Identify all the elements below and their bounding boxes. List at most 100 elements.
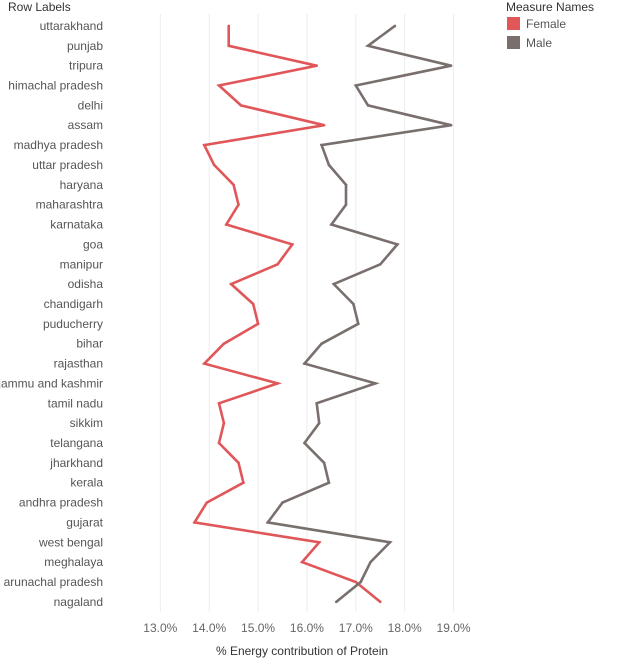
data-point [330, 223, 333, 226]
legend-swatch-female [507, 17, 520, 30]
row-label: jharkhand [49, 456, 103, 470]
data-point [303, 441, 306, 445]
x-axis-title: % Energy contribution of Protein [216, 644, 388, 658]
row-label: kerala [70, 476, 103, 490]
data-point [378, 600, 382, 604]
data-point [227, 24, 231, 28]
row-label: goa [83, 237, 103, 251]
row-label: madhya pradesh [14, 138, 103, 152]
row-label: assam [68, 118, 103, 132]
data-point [217, 401, 221, 405]
data-point [344, 183, 348, 187]
row-label: uttar pradesh [32, 158, 103, 172]
data-point [232, 183, 235, 187]
row-label: tamil nadu [48, 396, 103, 410]
data-point [317, 421, 321, 425]
data-point [239, 104, 243, 107]
data-point [449, 64, 453, 67]
data-point [276, 382, 279, 385]
data-point [251, 302, 255, 306]
data-point [332, 282, 336, 286]
row-label: andhra pradesh [19, 496, 103, 510]
data-point [242, 481, 245, 485]
x-tick-label: 14.0% [192, 621, 226, 635]
legend-label-male: Male [526, 35, 553, 50]
data-point [356, 322, 360, 326]
gridlines [159, 14, 455, 612]
x-tick-label: 15.0% [241, 621, 275, 635]
data-point [320, 143, 323, 147]
row-label: sikkim [70, 416, 103, 430]
data-point [320, 342, 323, 345]
row-label: jammu and kashmir [0, 376, 103, 390]
data-point [322, 123, 326, 127]
row-label: puducherry [43, 317, 103, 331]
data-point [281, 501, 284, 504]
legend-item-female[interactable]: Female [506, 14, 634, 33]
data-point [237, 203, 240, 206]
data-point [396, 243, 399, 246]
data-point [225, 223, 228, 226]
row-label: telangana [50, 436, 103, 450]
data-point [366, 104, 370, 107]
x-tick-label: 16.0% [290, 621, 324, 635]
data-point [393, 24, 397, 28]
row-labels: uttarakhand punjab tripura himachal pradesh… [0, 19, 104, 609]
row-label: nagaland [54, 595, 103, 609]
row-label: punjab [67, 39, 103, 53]
data-point [217, 441, 221, 445]
row-label: manipur [60, 257, 103, 271]
data-point [315, 64, 319, 67]
data-point [354, 580, 358, 584]
data-point [374, 382, 377, 385]
data-point [237, 461, 240, 465]
legend-item-male[interactable]: Male [506, 33, 634, 52]
data-point [344, 203, 348, 206]
data-point [303, 362, 306, 365]
data-point [290, 243, 294, 246]
legend-swatch-male [507, 36, 520, 49]
row-label: bihar [76, 337, 103, 351]
data-point [217, 84, 221, 87]
row-label: odisha [68, 277, 104, 291]
data-point [205, 501, 209, 504]
legend-title: Measure Names [506, 0, 595, 14]
row-label: arunachal pradesh [4, 575, 103, 589]
data-point [227, 44, 231, 48]
series-line-female [192, 25, 382, 603]
row-label: himachal pradesh [8, 79, 103, 93]
data-point [378, 262, 382, 266]
row-label: rajasthan [54, 357, 103, 371]
x-axis-ticks: 13.0% 14.0% 15.0% 16.0% 17.0% 18.0% 19.0% [143, 621, 471, 635]
data-point [388, 540, 392, 544]
row-label: delhi [78, 98, 103, 112]
legend-label-female: Female [526, 16, 567, 31]
data-point [300, 560, 304, 564]
data-point [212, 163, 216, 167]
data-point [334, 600, 338, 604]
row-label: uttarakhand [40, 19, 103, 33]
data-point [369, 560, 372, 564]
data-point [315, 401, 319, 405]
x-tick-label: 13.0% [143, 621, 177, 635]
data-point [276, 262, 279, 266]
data-point [317, 540, 321, 544]
series-line-male [265, 24, 452, 603]
data-point [229, 282, 233, 286]
data-point [449, 123, 453, 127]
row-label: maharashtra [36, 198, 104, 212]
x-tick-label: 17.0% [339, 621, 373, 635]
data-point [352, 302, 355, 306]
data-point [366, 44, 370, 48]
x-tick-label: 18.0% [388, 621, 422, 635]
data-point [222, 421, 226, 425]
data-point [266, 521, 270, 524]
row-label: chandigarh [44, 297, 103, 311]
data-point [203, 143, 206, 147]
legend: Measure Names Female Male [506, 0, 634, 52]
row-label: tripura [69, 59, 103, 73]
row-label: west bengal [38, 535, 103, 549]
data-point [322, 461, 326, 465]
row-label: haryana [60, 178, 104, 192]
